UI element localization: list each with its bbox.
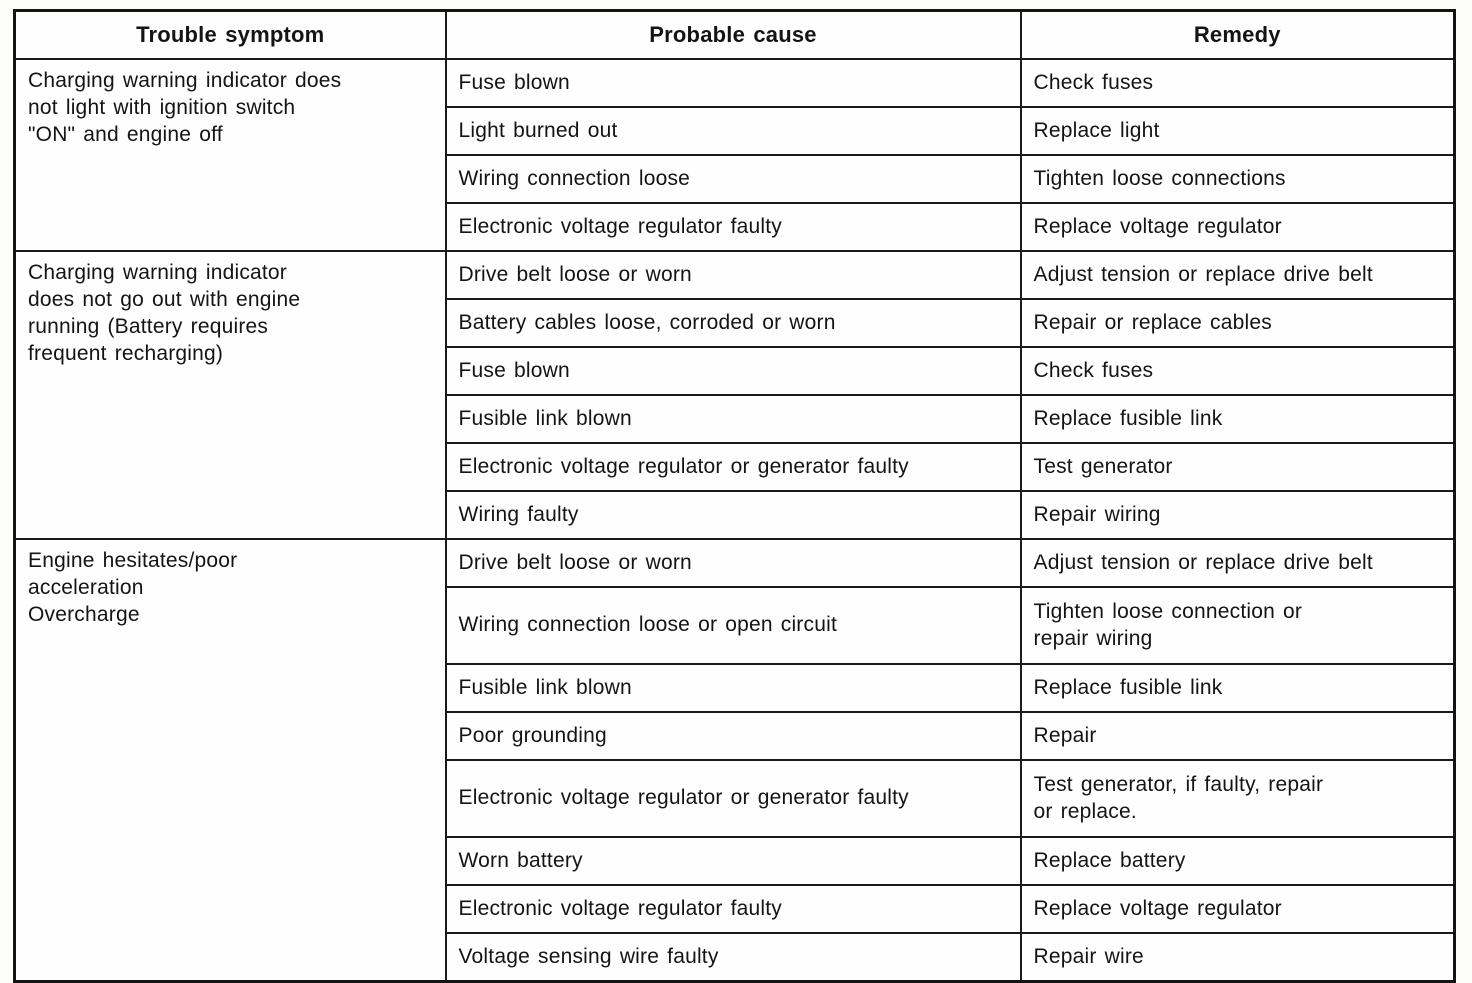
cause-cell: Poor grounding — [444, 711, 1022, 761]
remedy-cell: Tighten loose connections — [1019, 154, 1456, 204]
table-row: Charging warning indicator does not ligh… — [13, 58, 1456, 252]
remedy-cell: Repair wire — [1019, 932, 1456, 983]
table-row: Poor grounding Repair — [15, 711, 1456, 761]
table-row: Fusible link blown Replace fusible link — [15, 394, 1456, 444]
cause-cell: Wiring connection loose or open circuit — [444, 586, 1022, 665]
column-header-trouble-symptom: Trouble symptom — [13, 9, 447, 60]
symptom-cell: Charging warning indicator does not go o… — [13, 250, 447, 540]
table-row: Wiring connection loose Tighten loose co… — [15, 154, 1456, 204]
cause-cell: Drive belt loose or worn — [444, 538, 1022, 588]
cause-cell: Battery cables loose, corroded or worn — [444, 298, 1022, 348]
remedy-cell: Repair or replace cables — [1019, 298, 1456, 348]
cause-cell: Voltage sensing wire faulty — [444, 932, 1022, 983]
table-row: Charging warning indicator does not go o… — [13, 250, 1456, 540]
column-header-remedy: Remedy — [1019, 9, 1456, 60]
table-row: Voltage sensing wire faulty Repair wire — [15, 932, 1456, 983]
remedy-cell: Replace voltage regulator — [1019, 202, 1456, 252]
remedy-cell: Test generator, if faulty, repair or rep… — [1019, 759, 1456, 838]
cause-cell: Wiring faulty — [444, 490, 1022, 540]
remedy-cell: Replace voltage regulator — [1019, 884, 1456, 934]
remedy-cell: Adjust tension or replace drive belt — [1019, 538, 1456, 588]
table-row: Worn battery Replace battery — [15, 836, 1456, 886]
cause-cell: Worn battery — [444, 836, 1022, 886]
column-header-probable-cause: Probable cause — [444, 9, 1022, 60]
table-row: Electronic voltage regulator faulty Repl… — [15, 884, 1456, 934]
remedy-cell: Adjust tension or replace drive belt — [1019, 250, 1456, 300]
remedy-cell: Replace fusible link — [1019, 663, 1456, 713]
remedy-cell: Replace battery — [1019, 836, 1456, 886]
table-row: Electronic voltage regulator faulty Repl… — [15, 202, 1456, 252]
table-row: Wiring faulty Repair wiring — [15, 490, 1456, 540]
cause-cell: Fuse blown — [444, 346, 1022, 396]
remedy-cell: Replace fusible link — [1019, 394, 1456, 444]
cause-cell: Light burned out — [444, 106, 1022, 156]
cause-cell: Electronic voltage regulator faulty — [444, 202, 1022, 252]
cause-cell: Electronic voltage regulator faulty — [444, 884, 1022, 934]
table-row: Engine hesitates/poor acceleration Overc… — [13, 538, 1456, 983]
remedy-cell: Repair — [1019, 711, 1456, 761]
cause-cell: Fusible link blown — [444, 663, 1022, 713]
symptom-cell: Engine hesitates/poor acceleration Overc… — [13, 538, 447, 983]
table-row: Fusible link blown Replace fusible link — [15, 663, 1456, 713]
cause-cell: Drive belt loose or worn — [444, 250, 1022, 300]
cause-cell: Electronic voltage regulator or generato… — [444, 442, 1022, 492]
table-row: Battery cables loose, corroded or worn R… — [15, 298, 1456, 348]
cause-cell: Wiring connection loose — [444, 154, 1022, 204]
cause-cell: Fusible link blown — [444, 394, 1022, 444]
troubleshooting-table: Trouble symptom Probable cause Remedy Ch… — [13, 9, 1456, 983]
remedy-cell: Tighten loose connection or repair wirin… — [1019, 586, 1456, 665]
remedy-cell: Replace light — [1019, 106, 1456, 156]
table-row: Electronic voltage regulator or generato… — [15, 759, 1456, 838]
remedy-cell: Test generator — [1019, 442, 1456, 492]
remedy-cell: Repair wiring — [1019, 490, 1456, 540]
table-row: Light burned out Replace light — [15, 106, 1456, 156]
remedy-cell: Check fuses — [1019, 58, 1456, 108]
cause-cell: Fuse blown — [444, 58, 1022, 108]
symptom-cell: Charging warning indicator does not ligh… — [13, 58, 447, 252]
table-row: Fuse blown Check fuses — [15, 346, 1456, 396]
header-row: Trouble symptom Probable cause Remedy — [13, 9, 1456, 60]
table-row: Wiring connection loose or open circuit … — [15, 586, 1456, 665]
table-row: Electronic voltage regulator or generato… — [15, 442, 1456, 492]
cause-cell: Electronic voltage regulator or generato… — [444, 759, 1022, 838]
remedy-cell: Check fuses — [1019, 346, 1456, 396]
